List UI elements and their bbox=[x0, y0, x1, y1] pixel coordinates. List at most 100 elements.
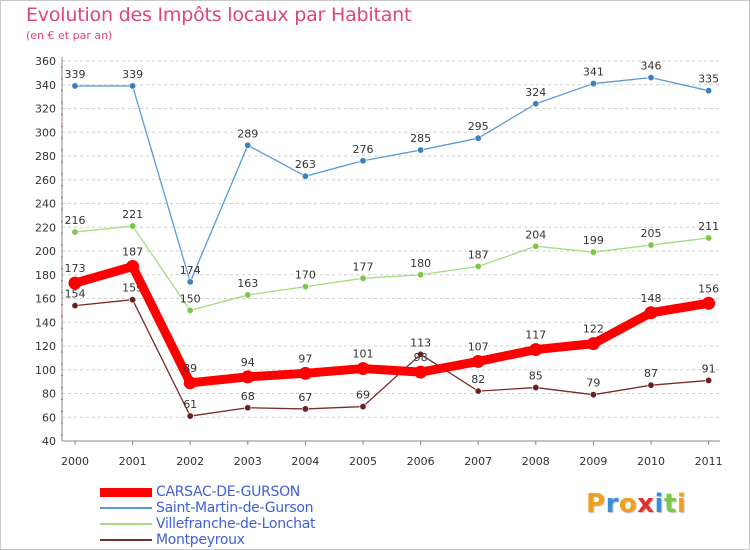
data-point bbox=[644, 306, 658, 320]
data-label: 324 bbox=[525, 86, 546, 99]
data-point bbox=[126, 259, 140, 273]
data-point bbox=[301, 283, 309, 291]
legend-swatch-saint-martin bbox=[100, 507, 152, 509]
legend: CARSAC-DE-GURSON Saint-Martin-de-Gurson … bbox=[100, 484, 430, 548]
data-label: 154 bbox=[65, 288, 86, 301]
data-point bbox=[417, 146, 425, 154]
data-label: 276 bbox=[353, 143, 374, 156]
data-point bbox=[244, 404, 252, 412]
data-label: 61 bbox=[183, 398, 197, 411]
data-label: 170 bbox=[295, 269, 316, 282]
data-point bbox=[183, 376, 197, 390]
data-label: 117 bbox=[525, 329, 546, 342]
data-label: 101 bbox=[353, 348, 374, 361]
x-tick-label: 2005 bbox=[349, 455, 377, 468]
y-tick-label: 80 bbox=[42, 388, 56, 401]
logo-letter: P bbox=[586, 489, 606, 519]
legend-swatch-carsac bbox=[100, 488, 152, 497]
data-point bbox=[532, 100, 540, 108]
data-label: 205 bbox=[641, 227, 662, 240]
data-point bbox=[129, 296, 137, 304]
series-line bbox=[74, 225, 710, 312]
data-label: 97 bbox=[298, 352, 312, 365]
data-label: 199 bbox=[583, 234, 604, 247]
legend-swatch-montpeyroux bbox=[100, 539, 152, 541]
legend-label-villefranche: Villefranche-de-Lonchat bbox=[156, 516, 316, 532]
y-tick-label: 300 bbox=[35, 126, 56, 139]
data-label: 339 bbox=[65, 68, 86, 81]
data-point bbox=[586, 337, 600, 351]
data-point bbox=[359, 403, 367, 411]
data-label: 156 bbox=[698, 282, 719, 295]
data-point bbox=[532, 384, 540, 392]
x-tick-label: 2007 bbox=[464, 455, 492, 468]
series-line bbox=[74, 299, 710, 417]
data-point bbox=[186, 306, 194, 314]
data-point bbox=[129, 222, 137, 230]
y-tick-label: 160 bbox=[35, 293, 56, 306]
data-label: 173 bbox=[65, 262, 86, 275]
data-point bbox=[474, 262, 482, 270]
data-point bbox=[589, 248, 597, 256]
logo-letter: i bbox=[654, 489, 664, 519]
x-tick-label: 2009 bbox=[579, 455, 607, 468]
data-point bbox=[71, 228, 79, 236]
data-label: 204 bbox=[525, 228, 546, 241]
legend-label-montpeyroux: Montpeyroux bbox=[156, 532, 245, 548]
data-point bbox=[589, 80, 597, 88]
data-label: 180 bbox=[410, 257, 431, 270]
data-point bbox=[244, 141, 252, 149]
x-tick-label: 2006 bbox=[407, 455, 435, 468]
logo-letter: x bbox=[637, 489, 655, 519]
data-label: 177 bbox=[353, 260, 374, 273]
data-label: 335 bbox=[698, 73, 719, 86]
data-label: 87 bbox=[644, 367, 658, 380]
logo-letter: r bbox=[605, 489, 619, 519]
data-label: 187 bbox=[122, 245, 143, 258]
data-label: 107 bbox=[468, 340, 489, 353]
data-label: 68 bbox=[241, 390, 255, 403]
data-point bbox=[68, 276, 82, 290]
data-label: 174 bbox=[180, 264, 201, 277]
data-label: 341 bbox=[583, 66, 604, 79]
x-tick-label: 2003 bbox=[234, 455, 262, 468]
data-point bbox=[705, 376, 713, 384]
series-line bbox=[70, 261, 714, 388]
x-tick-label: 2001 bbox=[119, 455, 147, 468]
data-point bbox=[474, 134, 482, 142]
data-label: 98 bbox=[414, 351, 428, 364]
data-label: 69 bbox=[356, 389, 370, 402]
data-point bbox=[301, 172, 309, 180]
data-point bbox=[417, 271, 425, 279]
x-tick-label: 2002 bbox=[176, 455, 204, 468]
logo-letter: o bbox=[618, 489, 638, 519]
legend-item-carsac: CARSAC-DE-GURSON bbox=[100, 484, 430, 500]
y-tick-label: 340 bbox=[35, 79, 56, 92]
logo-letter: i bbox=[676, 489, 687, 519]
y-tick-label: 60 bbox=[42, 411, 56, 424]
data-point bbox=[647, 74, 655, 82]
data-label: 148 bbox=[641, 292, 662, 305]
y-tick-label: 240 bbox=[35, 198, 56, 211]
data-label: 85 bbox=[529, 370, 543, 383]
proxiti-logo: Proxiti bbox=[586, 489, 686, 519]
data-point bbox=[359, 274, 367, 282]
data-point bbox=[471, 354, 485, 368]
data-point bbox=[186, 412, 194, 420]
legend-item-montpeyroux: Montpeyroux bbox=[100, 532, 430, 548]
series-villefranche-de-lonchat: 216 221 150 163 170 177 180 187 204 199 205 211 bbox=[65, 208, 719, 314]
data-label: 211 bbox=[698, 220, 719, 233]
data-point bbox=[532, 242, 540, 250]
y-tick-label: 320 bbox=[35, 103, 56, 116]
data-label: 221 bbox=[122, 208, 143, 221]
y-tick-label: 40 bbox=[42, 435, 56, 448]
data-label: 67 bbox=[298, 391, 312, 404]
data-point bbox=[71, 302, 79, 310]
y-tick-label: 220 bbox=[35, 221, 56, 234]
x-tick-label: 2011 bbox=[695, 455, 723, 468]
data-label: 163 bbox=[237, 277, 258, 290]
data-point bbox=[529, 343, 543, 357]
data-label: 150 bbox=[180, 292, 201, 305]
legend-swatch-villefranche bbox=[100, 523, 152, 525]
